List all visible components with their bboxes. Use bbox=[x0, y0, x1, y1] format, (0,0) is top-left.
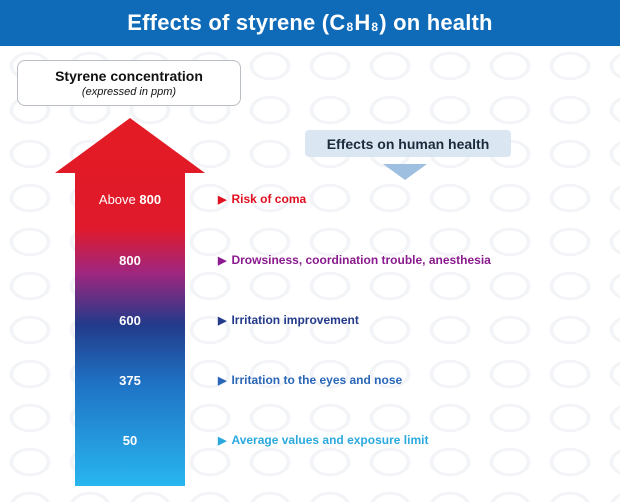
bullet-triangle-icon: ▶ bbox=[218, 374, 227, 387]
level-800: 800 bbox=[119, 253, 141, 268]
effect-exposure-limit: ▶ Average values and exposure limit bbox=[218, 433, 429, 447]
effect-risk-of-coma: ▶ Risk of coma bbox=[218, 192, 307, 206]
level-600: 600 bbox=[119, 313, 141, 328]
concentration-label-box: Styrene concentration (expressed in ppm) bbox=[17, 60, 241, 106]
concentration-title: Styrene concentration bbox=[55, 68, 203, 84]
level-375: 375 bbox=[119, 373, 141, 388]
bullet-triangle-icon: ▶ bbox=[218, 434, 227, 447]
arrow-shape bbox=[55, 118, 205, 486]
effects-header-label: Effects on human health bbox=[326, 135, 490, 152]
bullet-triangle-icon: ▶ bbox=[218, 193, 227, 206]
effect-irritation-eyes-nose: ▶ Irritation to the eyes and nose bbox=[218, 373, 403, 387]
page-title: Effects of styrene (C 8 H 8) on health bbox=[0, 0, 620, 46]
effect-drowsiness: ▶ Drowsiness, coordination trouble, anest… bbox=[218, 253, 491, 267]
level-50: 50 bbox=[122, 433, 138, 448]
bullet-triangle-icon: ▶ bbox=[218, 314, 227, 327]
effects-pointer-icon bbox=[383, 164, 427, 180]
concentration-arrow bbox=[55, 118, 205, 486]
effects-header-box: Effects on human health bbox=[305, 130, 511, 157]
concentration-subtitle: (expressed in ppm) bbox=[81, 86, 177, 98]
bullet-triangle-icon: ▶ bbox=[218, 254, 227, 267]
effect-irritation-improvement: ▶ Irritation improvement bbox=[218, 313, 359, 327]
level-above-800: Above 800 bbox=[98, 192, 162, 207]
